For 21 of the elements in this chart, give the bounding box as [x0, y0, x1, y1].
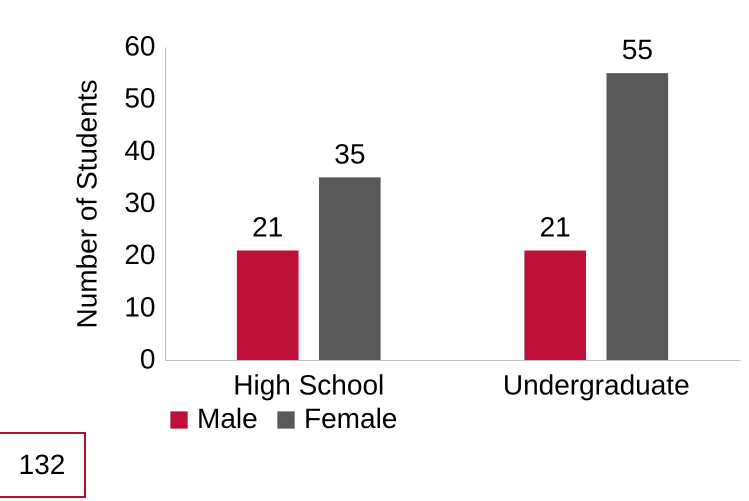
y-tick-label: 0	[140, 344, 156, 374]
y-tick-label: 30	[124, 187, 156, 218]
legend-label: Female	[304, 403, 398, 434]
bar	[606, 73, 668, 360]
y-axis-title: Number of Students	[71, 79, 102, 329]
text: 132	[0, 432, 86, 498]
data-label: 55	[622, 34, 653, 66]
data-label: 21	[252, 211, 284, 242]
legend-label: Male	[197, 403, 258, 434]
y-tick-label: 20	[124, 239, 156, 270]
data-label: 21	[540, 211, 571, 242]
x-tick-label: High School	[233, 370, 384, 400]
bar	[236, 250, 298, 360]
data-label: 35	[334, 138, 366, 170]
y-tick-label: 60	[124, 30, 156, 62]
bar	[524, 250, 586, 360]
y-tick-label: 50	[124, 82, 156, 114]
bar	[319, 177, 381, 360]
y-tick-label: 40	[124, 134, 156, 166]
y-tick-label: 10	[124, 291, 156, 322]
x-tick-label: Undergraduate	[502, 370, 690, 400]
